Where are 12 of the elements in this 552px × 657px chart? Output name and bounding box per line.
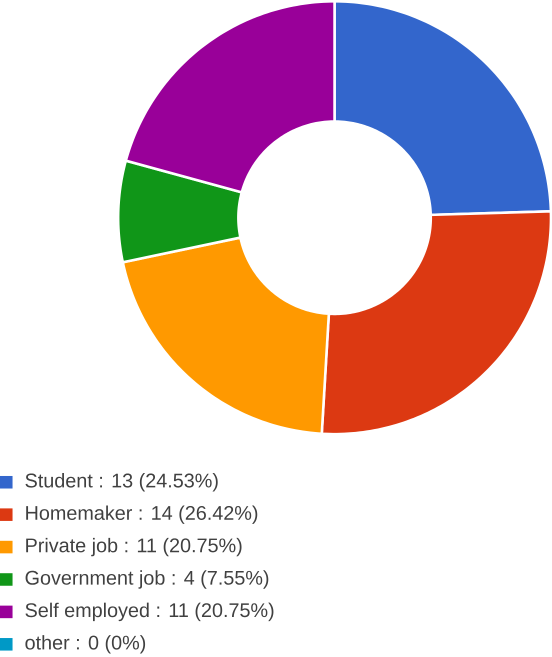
legend-label: Government job bbox=[25, 570, 164, 589]
text: : 0 (0%) bbox=[76, 635, 145, 654]
data-label: : 11 (20.75%) bbox=[157, 602, 274, 622]
legend-label: Student bbox=[25, 473, 93, 488]
data-label: : 11 (20.75%) bbox=[125, 538, 242, 556]
legend-label: Private job bbox=[26, 538, 118, 556]
data-label: : 14 (26.42%) bbox=[140, 505, 258, 524]
legend-label: Self employed bbox=[25, 602, 149, 622]
data-label: : 13 (24.53%) bbox=[100, 473, 218, 492]
legend-label: Homemaker bbox=[26, 505, 132, 520]
data-label: : 4 (7.55%) bbox=[172, 570, 268, 589]
legend-label: other bbox=[25, 635, 70, 650]
